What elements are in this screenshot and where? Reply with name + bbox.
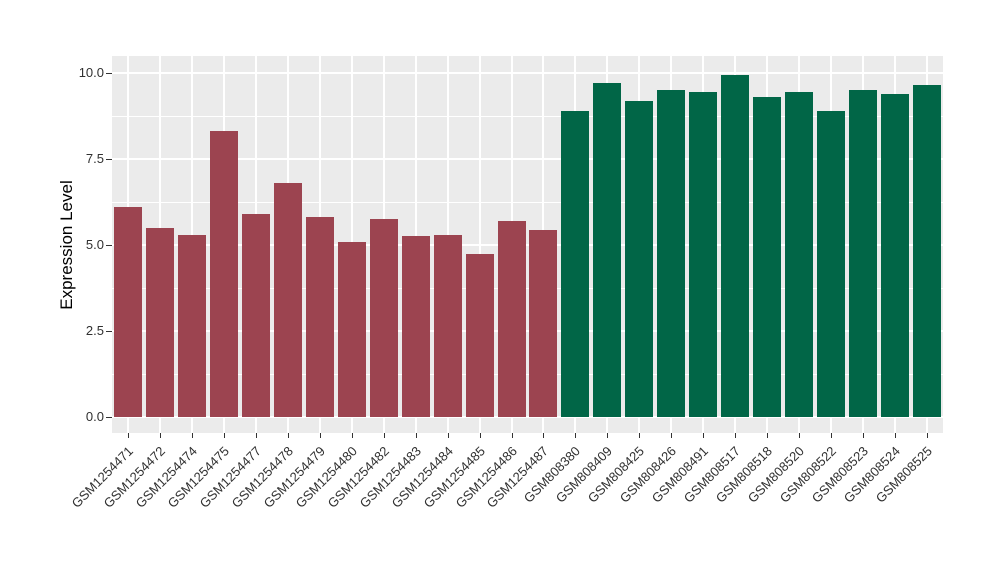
vertical-gridline xyxy=(478,56,481,433)
y-tick-mark xyxy=(106,159,112,160)
x-tick-mark xyxy=(671,433,673,438)
bar-GSM1254482 xyxy=(369,219,398,417)
x-tick-mark xyxy=(927,433,929,438)
y-tick-mark xyxy=(106,245,112,246)
y-tick-label: 10.0 xyxy=(78,65,104,80)
bar-GSM808523 xyxy=(849,90,878,417)
bar-GSM1254480 xyxy=(337,241,366,417)
major-gridline xyxy=(112,330,943,332)
x-tick-mark xyxy=(383,433,385,438)
x-tick-mark xyxy=(127,433,129,438)
bar-GSM808409 xyxy=(593,83,622,417)
x-tick-mark xyxy=(703,433,705,438)
bar-GSM808524 xyxy=(881,93,910,417)
bar-GSM808426 xyxy=(657,90,686,417)
x-tick-mark xyxy=(319,433,321,438)
minor-gridline xyxy=(112,115,943,117)
x-tick-mark xyxy=(191,433,193,438)
bar-GSM808425 xyxy=(625,100,654,417)
x-tick-mark xyxy=(255,433,257,438)
x-tick-mark xyxy=(223,433,225,438)
bar-GSM808518 xyxy=(753,97,782,417)
bar-GSM808380 xyxy=(561,110,590,417)
bar-GSM1254479 xyxy=(305,217,334,417)
x-tick-mark xyxy=(607,433,609,438)
x-tick-mark xyxy=(767,433,769,438)
bar-GSM1254472 xyxy=(145,227,174,417)
x-tick-mark xyxy=(351,433,353,438)
x-tick-mark xyxy=(639,433,641,438)
y-tick-label: 0.0 xyxy=(85,409,104,424)
bar-GSM1254483 xyxy=(401,236,430,417)
x-tick-mark xyxy=(799,433,801,438)
y-tick-label: 7.5 xyxy=(85,151,104,166)
bar-GSM808491 xyxy=(689,91,718,417)
major-gridline xyxy=(112,244,943,246)
bar-GSM1254477 xyxy=(241,214,270,417)
x-tick-mark xyxy=(479,433,481,438)
bar-GSM1254485 xyxy=(465,253,494,417)
x-tick-mark xyxy=(543,433,545,438)
bar-GSM1254478 xyxy=(273,183,302,417)
x-tick-mark xyxy=(735,433,737,438)
bar-GSM1254487 xyxy=(529,229,558,417)
x-tick-mark xyxy=(511,433,513,438)
x-tick-mark xyxy=(895,433,897,438)
minor-gridline xyxy=(112,201,943,203)
bar-GSM1254486 xyxy=(497,220,526,417)
minor-gridline xyxy=(112,373,943,375)
x-tick-mark xyxy=(575,433,577,438)
major-gridline xyxy=(112,158,943,160)
x-tick-mark xyxy=(447,433,449,438)
y-tick-mark xyxy=(106,73,112,74)
bar-GSM1254484 xyxy=(433,234,462,417)
x-tick-mark xyxy=(287,433,289,438)
y-tick-label: 5.0 xyxy=(85,237,104,252)
bar-GSM1254474 xyxy=(177,234,206,417)
plot-panel xyxy=(112,56,943,433)
major-gridline xyxy=(112,72,943,74)
major-gridline xyxy=(112,416,943,418)
bar-GSM1254471 xyxy=(113,207,142,417)
y-tick-mark xyxy=(106,417,112,418)
bar-GSM1254475 xyxy=(209,131,238,417)
x-tick-mark xyxy=(159,433,161,438)
bar-GSM808517 xyxy=(721,74,750,417)
x-tick-mark xyxy=(863,433,865,438)
x-tick-mark xyxy=(831,433,833,438)
y-tick-mark xyxy=(106,331,112,332)
x-tick-mark xyxy=(415,433,417,438)
bar-GSM808522 xyxy=(817,110,846,417)
minor-gridline xyxy=(112,287,943,289)
y-tick-label: 2.5 xyxy=(85,323,104,338)
bar-GSM808520 xyxy=(785,91,814,417)
bar-GSM808525 xyxy=(913,85,942,417)
